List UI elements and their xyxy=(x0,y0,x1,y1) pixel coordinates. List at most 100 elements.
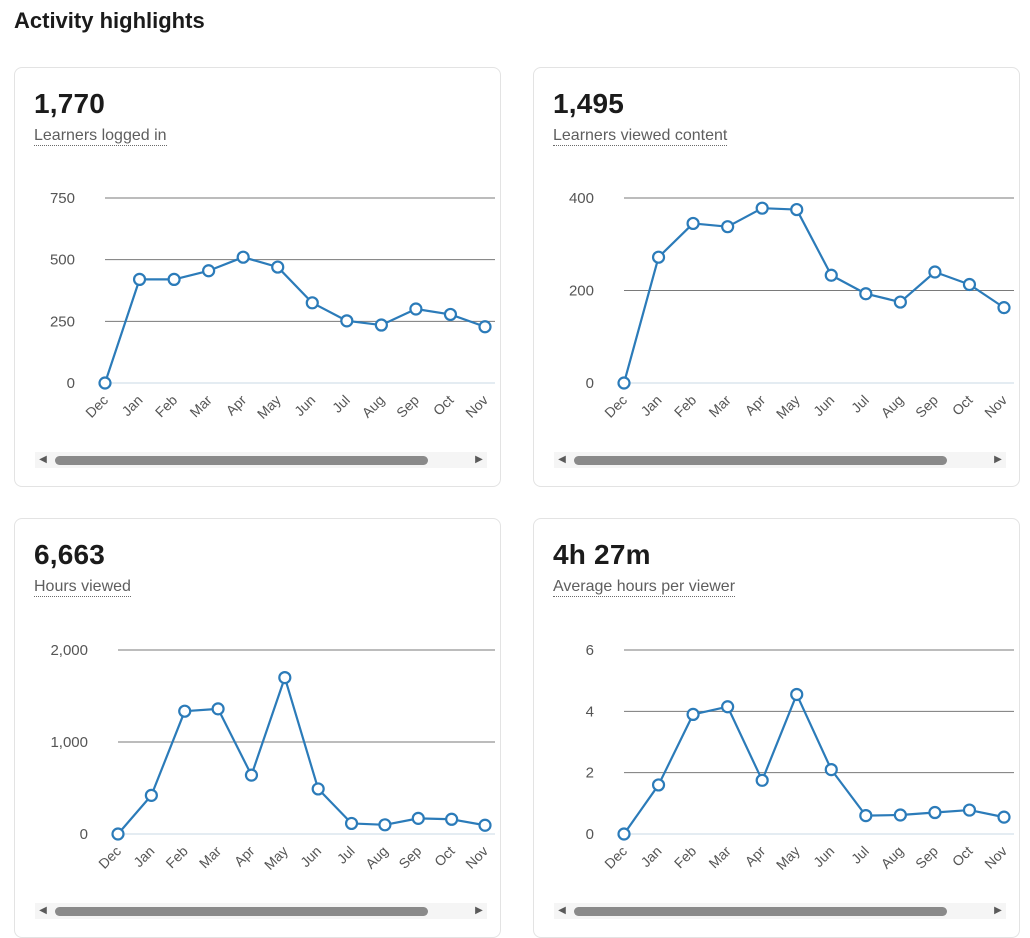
horizontal-scrollbar[interactable]: ◀ ▶ xyxy=(35,452,487,468)
x-tick-label: Apr xyxy=(231,843,258,870)
data-point xyxy=(271,260,285,274)
card-learners-logged-in: 1,770 Learners logged in 0 250 500 750 Dec Ja… xyxy=(14,67,501,487)
series-line xyxy=(623,693,1005,835)
horizontal-scrollbar[interactable]: ◀ ▶ xyxy=(35,903,487,919)
line-chart: 0 1,000 2,000 Dec Jan Feb Mar Apr May Jun Jul Aug Se… xyxy=(50,642,495,873)
scroll-right-icon[interactable]: ▶ xyxy=(994,454,1002,465)
metric-value: 6,663 xyxy=(34,539,106,570)
metric-label[interactable]: Hours viewed xyxy=(34,578,131,597)
data-point xyxy=(409,302,423,316)
data-point xyxy=(755,773,769,787)
data-point xyxy=(378,818,392,832)
x-tick-label: Jan xyxy=(130,843,157,870)
scroll-left-icon[interactable]: ◀ xyxy=(39,454,47,465)
x-tick-label: Nov xyxy=(462,392,491,421)
x-tick-label: Sep xyxy=(912,843,941,872)
y-tick-label: 0 xyxy=(67,375,75,392)
x-tick-label: Oct xyxy=(949,392,976,419)
y-tick-label: 750 xyxy=(50,190,75,207)
x-tick-label: Jul xyxy=(334,843,358,867)
card-learners-viewed-content: 1,495 Learners viewed content 0 200 400 Dec… xyxy=(533,67,1020,487)
y-tick-label: 1,000 xyxy=(50,734,88,751)
data-point xyxy=(755,201,769,215)
data-point xyxy=(790,687,804,702)
x-tick-label: Aug xyxy=(878,843,907,872)
horizontal-scrollbar[interactable]: ◀ ▶ xyxy=(554,452,1006,468)
data-point xyxy=(651,250,666,264)
horizontal-scrollbar[interactable]: ◀ ▶ xyxy=(554,903,1006,919)
data-point xyxy=(445,812,459,826)
line-chart: 0 200 400 Dec Jan Feb Mar Apr May Jun Jul Aug Sep Oct… xyxy=(569,190,1014,422)
scroll-right-icon[interactable]: ▶ xyxy=(475,454,483,465)
metric-label[interactable]: Learners viewed content xyxy=(553,127,728,146)
x-tick-label: Jul xyxy=(848,843,872,867)
data-point xyxy=(893,808,907,822)
data-point xyxy=(997,810,1011,824)
data-point xyxy=(478,818,492,832)
y-tick-label: 0 xyxy=(586,375,594,392)
data-point xyxy=(824,268,838,282)
data-point xyxy=(411,811,425,825)
data-point xyxy=(651,778,666,792)
data-point xyxy=(478,320,492,334)
data-point xyxy=(132,272,147,286)
data-point xyxy=(111,827,125,841)
data-point xyxy=(686,216,700,231)
scroll-right-icon[interactable]: ▶ xyxy=(475,905,483,916)
scroll-left-icon[interactable]: ◀ xyxy=(558,454,566,465)
data-point xyxy=(167,272,181,286)
y-tick-label: 0 xyxy=(586,826,594,843)
metric-label[interactable]: Average hours per viewer xyxy=(553,578,736,597)
data-point xyxy=(340,314,354,328)
x-tick-label: Mar xyxy=(705,843,734,872)
x-tick-label: Aug xyxy=(878,392,907,421)
data-point xyxy=(721,220,735,234)
x-tick-label: Dec xyxy=(601,392,630,421)
x-tick-label: Dec xyxy=(95,843,124,872)
data-point xyxy=(278,671,292,685)
metric-label[interactable]: Learners logged in xyxy=(34,127,167,146)
x-tick-label: Mar xyxy=(705,392,734,421)
data-point xyxy=(859,287,873,301)
x-tick-label: Jun xyxy=(810,843,837,870)
page-title: Activity highlights xyxy=(14,8,205,33)
scroll-right-icon[interactable]: ▶ xyxy=(994,905,1002,916)
data-point xyxy=(962,277,977,292)
x-tick-label: Oct xyxy=(430,392,457,419)
data-point xyxy=(962,803,977,817)
data-point xyxy=(202,264,216,278)
x-tick-label: Mar xyxy=(196,843,225,872)
series-line xyxy=(103,256,486,384)
scroll-thumb[interactable] xyxy=(55,907,428,916)
data-point xyxy=(686,707,700,721)
x-tick-label: Jun xyxy=(297,843,324,870)
x-tick-label: May xyxy=(254,392,284,422)
x-tick-label: Oct xyxy=(949,843,976,870)
x-tick-label: Nov xyxy=(462,843,491,872)
scroll-left-icon[interactable]: ◀ xyxy=(558,905,566,916)
x-tick-label: Apr xyxy=(223,392,250,419)
data-point xyxy=(311,782,325,796)
data-point xyxy=(244,768,259,782)
y-tick-label: 500 xyxy=(50,252,75,269)
y-tick-label: 200 xyxy=(569,283,594,300)
data-point xyxy=(178,704,192,718)
scroll-thumb[interactable] xyxy=(574,456,947,465)
data-point xyxy=(893,295,907,309)
y-tick-label: 6 xyxy=(586,642,594,659)
x-tick-label: Aug xyxy=(359,392,388,421)
x-tick-label: Jun xyxy=(810,392,837,419)
scroll-left-icon[interactable]: ◀ xyxy=(39,905,47,916)
x-tick-label: Jul xyxy=(329,392,353,416)
x-tick-label: Aug xyxy=(362,843,391,872)
data-point xyxy=(617,827,631,841)
x-tick-label: Feb xyxy=(152,392,181,421)
data-point xyxy=(790,202,804,217)
scroll-thumb[interactable] xyxy=(55,456,428,465)
x-tick-label: Nov xyxy=(981,392,1010,421)
metric-value: 1,770 xyxy=(34,88,106,119)
card-average-hours-per-viewer: 4h 27m Average hours per viewer 0 2 4 6 Dec J… xyxy=(533,518,1020,938)
data-point xyxy=(344,816,359,831)
x-tick-label: Dec xyxy=(82,392,111,421)
scroll-thumb[interactable] xyxy=(574,907,947,916)
